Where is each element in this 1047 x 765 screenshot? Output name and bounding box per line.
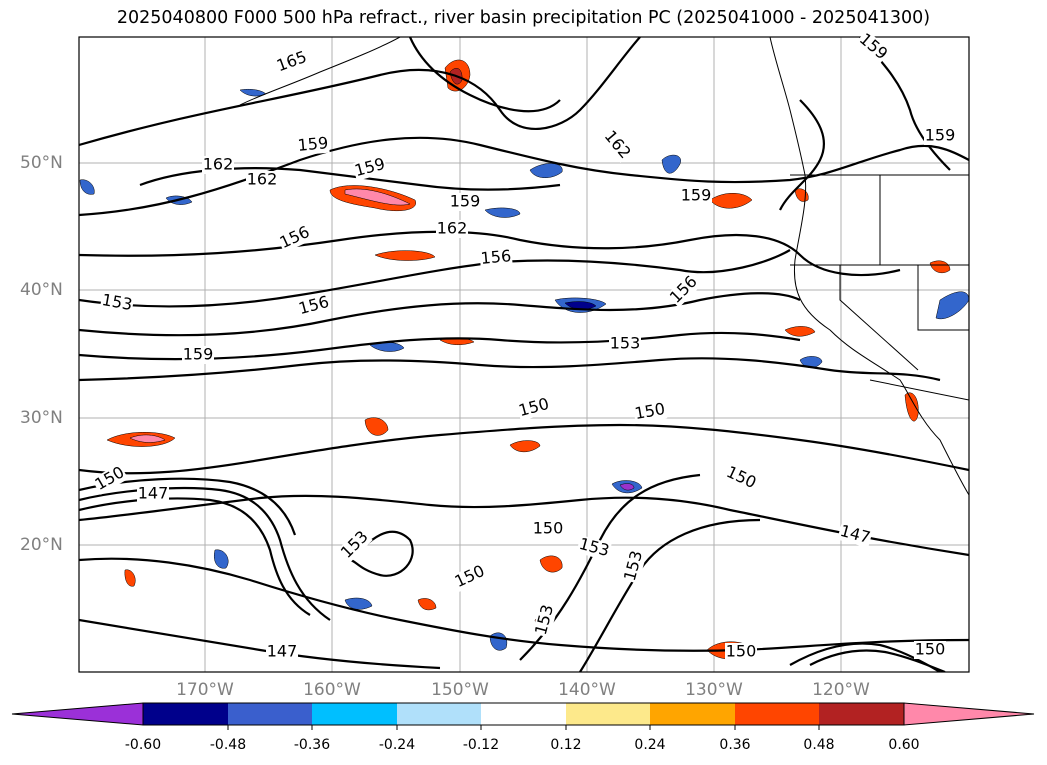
contour-label-bg bbox=[532, 602, 558, 638]
contour-label: 147 bbox=[138, 484, 169, 503]
contour-label: 159 bbox=[450, 192, 481, 211]
contour-label-bg bbox=[436, 220, 468, 238]
contour-label-bg bbox=[914, 641, 946, 659]
contour-label-bg bbox=[296, 134, 330, 156]
contour-label-bg bbox=[337, 527, 373, 563]
contour-label-bg bbox=[449, 193, 481, 211]
lon-label-120w: 120°W bbox=[812, 680, 870, 700]
contour-label-bg bbox=[576, 535, 612, 561]
lon-label-130w: 130°W bbox=[685, 680, 743, 700]
contour-label-bg bbox=[599, 126, 635, 164]
contour-label-bg bbox=[479, 247, 513, 269]
contour-label-bg bbox=[352, 155, 388, 181]
contour-label-bg bbox=[666, 272, 702, 308]
contour-label-bg bbox=[276, 223, 314, 253]
map-title: 2025040800 F000 500 hPa refract., river … bbox=[116, 8, 931, 28]
contour-label: 150 bbox=[915, 640, 946, 659]
contour-label: 159 bbox=[925, 126, 956, 145]
lat-label-50n: 50°N bbox=[20, 153, 63, 173]
contour-label: 159 bbox=[681, 186, 712, 205]
contour-label: 159 bbox=[183, 345, 214, 364]
contour-label: 162 bbox=[203, 155, 234, 174]
colorbar-tick: 0.48 bbox=[803, 737, 835, 753]
contour-label: 147 bbox=[267, 642, 298, 661]
colorbar-tick: 0.24 bbox=[634, 737, 666, 753]
colorbar-tick: 0.12 bbox=[550, 737, 582, 753]
contour-label: 150 bbox=[726, 642, 757, 661]
contour-label-bg bbox=[296, 293, 332, 319]
colorbar-tick: -0.24 bbox=[378, 737, 416, 753]
contour-label-bg bbox=[516, 395, 552, 421]
contour-label-bg bbox=[680, 187, 712, 205]
contour-label-bg bbox=[924, 127, 956, 145]
contour-label: 156 bbox=[480, 246, 512, 268]
lat-label-20n: 20°N bbox=[20, 535, 63, 555]
contour-label-bg bbox=[202, 156, 234, 174]
contour-label: 150 bbox=[533, 519, 564, 538]
contour-label-bg bbox=[609, 335, 641, 353]
lon-label-150w: 150°W bbox=[431, 680, 489, 700]
contour-label-bg bbox=[725, 643, 757, 661]
contour-label-bg bbox=[854, 29, 892, 65]
contour-label-bg bbox=[182, 346, 214, 364]
contour-label-bg bbox=[837, 522, 873, 548]
contour-label-bg bbox=[99, 291, 135, 315]
colorbar-tick: 0.36 bbox=[719, 737, 751, 753]
contour-label-bg bbox=[451, 562, 489, 592]
contour-label-bg bbox=[532, 520, 564, 538]
coastline bbox=[239, 37, 969, 496]
contour-label: 159 bbox=[297, 133, 329, 155]
contour-label-bg bbox=[137, 485, 169, 503]
lon-label-160w: 160°W bbox=[303, 680, 361, 700]
lon-label-170w: 170°W bbox=[176, 680, 234, 700]
contour-label-bg bbox=[273, 48, 311, 76]
lat-label-30n: 30°N bbox=[20, 408, 63, 428]
contour-label-bg bbox=[621, 548, 647, 584]
contour-label-bg bbox=[246, 171, 278, 189]
lon-label-140w: 140°W bbox=[558, 680, 616, 700]
colorbar-tick: -0.36 bbox=[293, 737, 331, 753]
contour-label: 162 bbox=[247, 170, 278, 189]
contour-label-bg bbox=[91, 463, 129, 495]
colorbar-tick: -0.60 bbox=[124, 737, 162, 753]
contour-label-bg bbox=[266, 643, 298, 661]
colorbar-tick: 0.60 bbox=[888, 737, 920, 753]
colorbar-tick: -0.12 bbox=[462, 737, 500, 753]
contour-label-bg bbox=[722, 463, 760, 493]
contour-label-bg bbox=[632, 400, 668, 424]
contour-label: 162 bbox=[437, 219, 468, 238]
colorbar-tick: -0.48 bbox=[209, 737, 247, 753]
contour-label: 153 bbox=[610, 334, 641, 353]
lat-label-40n: 40°N bbox=[20, 280, 63, 300]
